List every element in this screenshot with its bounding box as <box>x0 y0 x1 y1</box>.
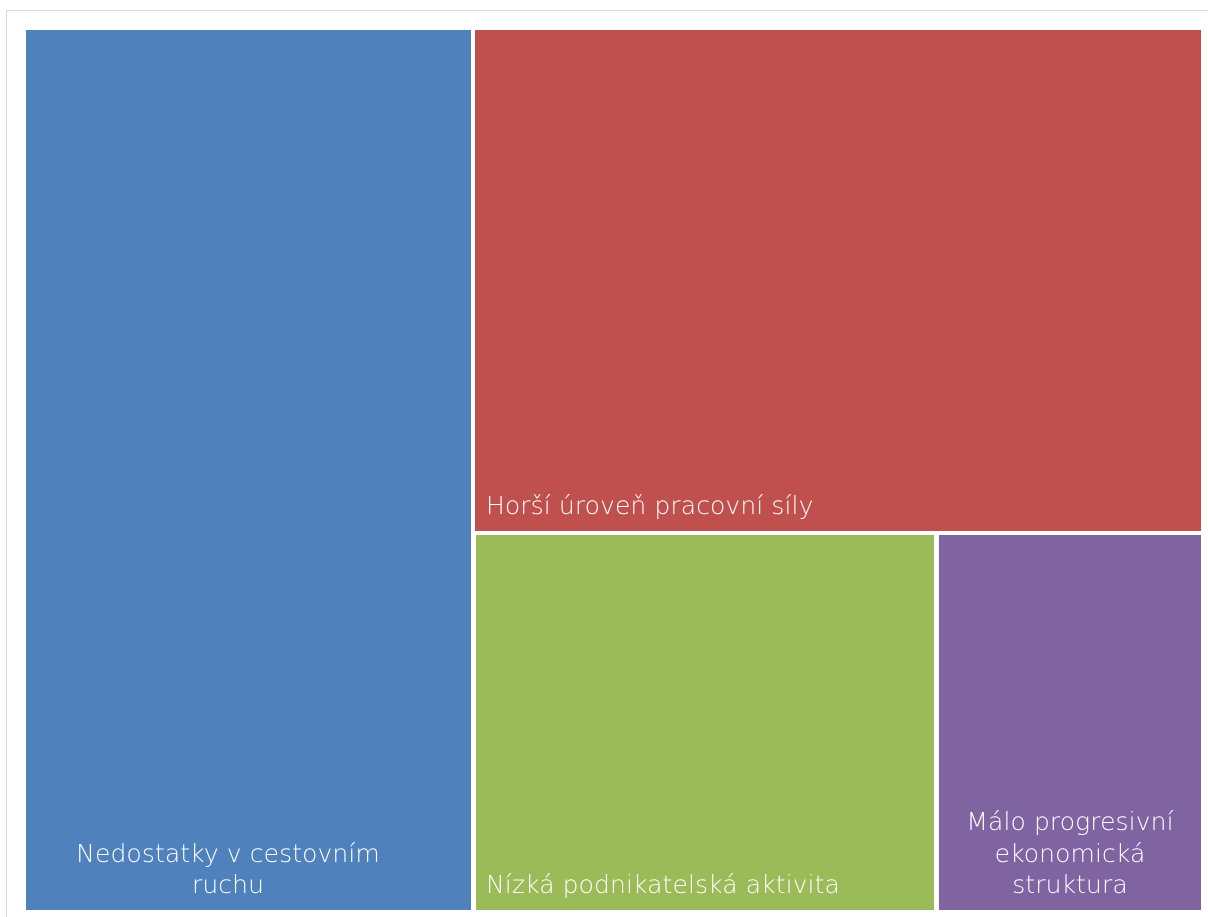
tile-label-malo-progresivni-ekonomicka-struktura: Málo progresivní ekonomická struktura <box>966 807 1174 899</box>
treemap-tile-nedostatky-v-cestovnim-ruchu: Nedostatky v cestovním ruchu <box>26 30 471 910</box>
treemap-tile-nizka-podnikatelska-aktivita: Nízká podnikatelská aktivita <box>476 535 934 910</box>
treemap-tile-malo-progresivni-ekonomicka-struktura: Málo progresivní ekonomická struktura <box>939 535 1201 910</box>
treemap-tile-horsi-uroven-pracovni-sily: Horší úroveň pracovní síly <box>475 30 1201 531</box>
tile-label-nedostatky-v-cestovnim-ruchu: Nedostatky v cestovním ruchu <box>76 838 380 899</box>
tile-label-nizka-podnikatelska-aktivita: Nízká podnikatelská aktivita <box>486 869 840 899</box>
tile-label-horsi-uroven-pracovni-sily: Horší úroveň pracovní síly <box>486 490 814 520</box>
